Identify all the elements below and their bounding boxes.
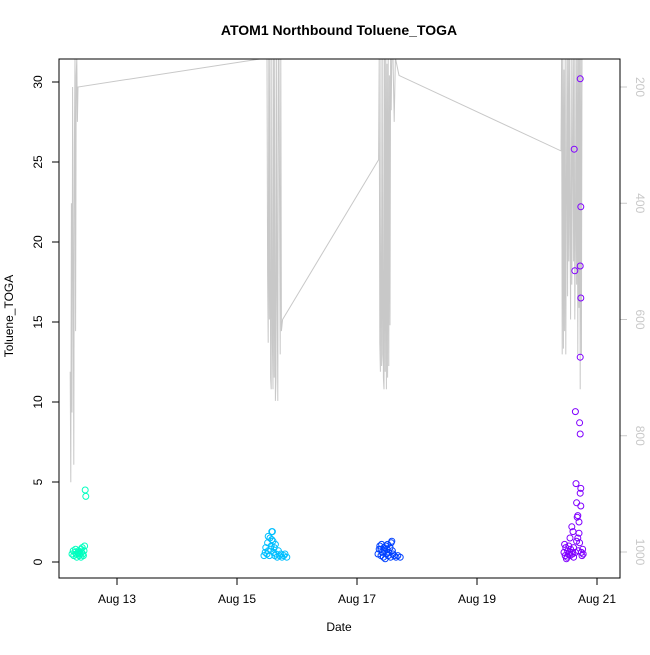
data-point (561, 540, 569, 548)
data-point (571, 548, 579, 556)
x-tick-label: Aug 15 (218, 592, 256, 606)
data-point (575, 518, 583, 526)
altitude-series-line (69, 59, 583, 483)
data-point (392, 553, 400, 561)
data-point (576, 430, 584, 438)
data-point (576, 489, 584, 497)
data-point (388, 547, 396, 555)
y-tick-label: 10 (31, 395, 45, 409)
data-point (268, 528, 276, 536)
data-point (388, 537, 396, 545)
y2-tick-label: 800 (633, 426, 647, 446)
data-point (574, 512, 582, 520)
y-tick-label: 5 (31, 478, 45, 485)
data-point (571, 267, 579, 275)
y2-tick-label: 200 (633, 77, 647, 97)
x-tick-label: Aug 21 (578, 592, 616, 606)
data-point (77, 553, 85, 561)
data-point (577, 484, 585, 492)
chart-title: ATOM1 Northbound Toluene_TOGA (221, 22, 457, 38)
data-point (573, 537, 581, 545)
y-tick-label: 30 (31, 75, 45, 89)
y2-tick-label: 400 (633, 193, 647, 213)
data-point (271, 540, 279, 548)
x-axis-label: Date (326, 620, 352, 634)
data-point (574, 534, 582, 542)
data-point (570, 553, 578, 561)
y2-tick-label: 1000 (633, 539, 647, 566)
x-tick-label: Aug 13 (98, 592, 136, 606)
y-tick-label: 25 (31, 155, 45, 169)
data-point (382, 542, 390, 550)
data-point (566, 534, 574, 542)
y-axis-label: Toluene_TOGA (2, 275, 16, 358)
data-point (396, 553, 404, 561)
x-tick-label: Aug 17 (338, 592, 376, 606)
data-point (579, 545, 587, 553)
data-point (568, 523, 576, 531)
data-point (570, 145, 578, 153)
data-point (575, 529, 583, 537)
data-point (576, 262, 584, 270)
data-point (572, 480, 580, 488)
data-point (283, 553, 291, 561)
data-point (577, 203, 585, 211)
data-point (268, 536, 276, 544)
data-point (577, 294, 585, 302)
y2-tick-label: 600 (633, 309, 647, 329)
data-point (562, 555, 570, 563)
data-point (571, 408, 579, 416)
data-point (576, 419, 584, 427)
data-point (576, 75, 584, 83)
y-tick-label: 15 (31, 315, 45, 329)
data-point (570, 544, 578, 552)
data-point (385, 548, 393, 556)
data-point (577, 502, 585, 510)
y-tick-label: 20 (31, 235, 45, 249)
data-point (80, 547, 88, 555)
altitude-layer (69, 59, 583, 483)
data-point (377, 545, 385, 553)
data-point (576, 353, 584, 361)
data-point (82, 492, 90, 500)
data-point (81, 542, 89, 550)
points-layer (68, 75, 587, 563)
x-tick-label: Aug 19 (458, 592, 496, 606)
y-tick-label: 0 (31, 558, 45, 565)
data-point (579, 550, 587, 558)
data-point (381, 555, 389, 563)
plot-frame (58, 58, 621, 579)
